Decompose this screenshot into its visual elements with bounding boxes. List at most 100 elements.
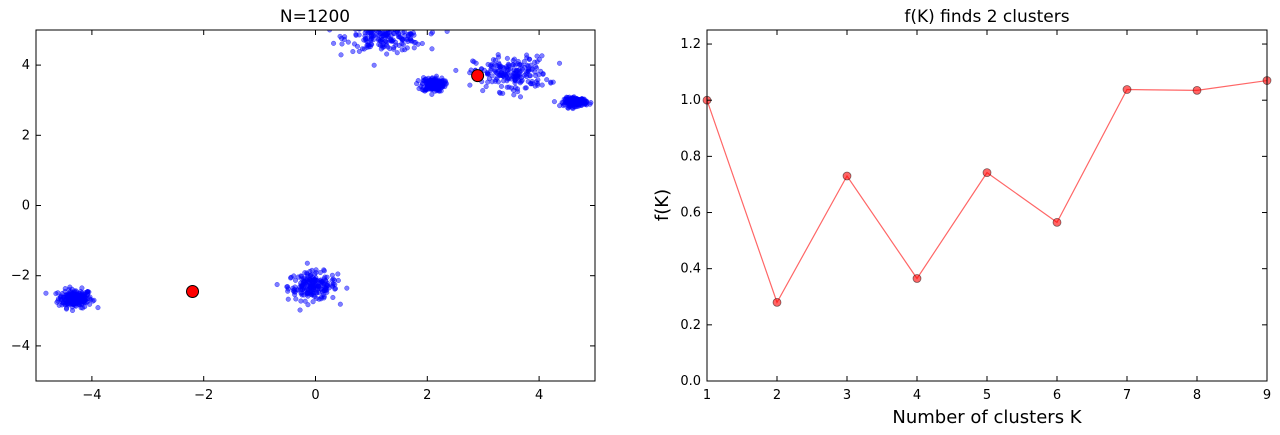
data-point bbox=[556, 60, 563, 66]
data-point bbox=[316, 296, 322, 302]
data-point bbox=[510, 62, 516, 68]
data-point bbox=[423, 86, 429, 93]
data-point bbox=[352, 30, 358, 32]
data-point bbox=[345, 39, 351, 45]
data-point bbox=[400, 41, 406, 48]
data-point bbox=[489, 73, 495, 79]
data-point bbox=[344, 285, 350, 291]
data-point bbox=[425, 79, 431, 86]
data-point bbox=[544, 77, 550, 83]
centroid-marker-2 bbox=[471, 69, 485, 83]
data-point bbox=[419, 40, 425, 47]
data-point bbox=[290, 287, 296, 294]
data-point bbox=[411, 39, 417, 45]
line-ticks: 1 2 3 4 5 6 7 8 9 0.0 0.2 0.4 0.6 0.8 1.0 1.2 bbox=[680, 30, 1271, 403]
data-point bbox=[274, 282, 280, 288]
line-y-axis-label: f(K) bbox=[652, 189, 673, 221]
data-point bbox=[368, 22, 373, 27]
data-point bbox=[380, 23, 385, 28]
y-tick-label: −4 bbox=[11, 339, 30, 354]
data-point bbox=[453, 67, 459, 73]
data-point bbox=[356, 24, 361, 29]
data-point bbox=[510, 57, 516, 64]
data-point bbox=[473, 60, 479, 66]
data-point bbox=[497, 67, 503, 73]
data-point bbox=[354, 43, 361, 49]
data-point bbox=[548, 80, 554, 86]
data-point bbox=[492, 57, 498, 63]
data-point bbox=[304, 291, 310, 297]
data-point bbox=[302, 278, 308, 284]
data-point bbox=[467, 82, 473, 88]
data-point bbox=[298, 290, 304, 296]
data-point bbox=[400, 30, 406, 36]
x-tick-label: 2 bbox=[773, 388, 781, 403]
x-tick-label: −2 bbox=[194, 388, 213, 403]
data-point bbox=[79, 285, 85, 291]
data-point bbox=[521, 59, 527, 65]
f-k-point bbox=[912, 274, 922, 283]
data-point bbox=[395, 18, 400, 23]
data-point bbox=[420, 75, 427, 81]
data-point bbox=[404, 36, 410, 43]
data-point bbox=[532, 83, 538, 89]
x-tick-label: 6 bbox=[1053, 388, 1061, 403]
data-point bbox=[91, 297, 97, 303]
data-point bbox=[376, 41, 382, 47]
data-point bbox=[442, 78, 448, 84]
data-point bbox=[335, 271, 341, 277]
data-point bbox=[483, 84, 489, 90]
data-point bbox=[75, 292, 81, 298]
data-point bbox=[299, 283, 305, 289]
scatter-axes: N=1200 −4 −2 0 2 4 −4 −2 0 2 4 bbox=[11, 7, 596, 403]
data-point bbox=[580, 98, 586, 105]
data-point bbox=[496, 89, 503, 95]
y-tick-label: 1.0 bbox=[680, 93, 701, 108]
data-point bbox=[411, 45, 417, 51]
data-point bbox=[337, 33, 343, 39]
data-point bbox=[329, 272, 335, 278]
data-point bbox=[292, 277, 299, 283]
data-point bbox=[304, 270, 310, 276]
data-point bbox=[361, 37, 367, 43]
data-point bbox=[331, 40, 337, 46]
data-point bbox=[295, 287, 301, 293]
data-point bbox=[536, 56, 542, 63]
cluster-3 bbox=[327, 18, 450, 68]
data-point bbox=[390, 25, 395, 30]
data-point bbox=[393, 42, 399, 48]
data-point bbox=[574, 96, 580, 102]
data-point bbox=[518, 75, 525, 81]
data-point bbox=[350, 49, 356, 55]
data-point bbox=[288, 274, 294, 280]
f-k-line bbox=[706, 79, 1268, 304]
x-tick-label: 2 bbox=[423, 388, 431, 403]
scatter-ticks: −4 −2 0 2 4 −4 −2 0 2 4 bbox=[11, 30, 595, 403]
data-point bbox=[317, 269, 323, 276]
data-point bbox=[532, 59, 538, 65]
x-tick-label: 9 bbox=[1263, 388, 1271, 403]
data-point bbox=[394, 50, 400, 56]
data-point bbox=[352, 25, 357, 30]
data-point bbox=[305, 302, 311, 308]
data-point bbox=[53, 291, 59, 297]
data-point bbox=[399, 47, 405, 53]
line-axes: f(K) finds 2 clusters 1 2 3 4 5 6 7 8 9 0.0 0.2 0.4… bbox=[652, 7, 1272, 428]
data-point bbox=[319, 279, 325, 285]
data-point bbox=[410, 30, 413, 31]
data-point bbox=[384, 32, 390, 39]
data-point bbox=[375, 24, 380, 29]
data-point bbox=[522, 85, 528, 91]
data-point bbox=[304, 260, 310, 266]
cluster-2 bbox=[274, 260, 350, 313]
data-point bbox=[318, 286, 324, 292]
data-point bbox=[297, 307, 303, 313]
data-point bbox=[534, 65, 540, 71]
data-point bbox=[393, 23, 398, 28]
cluster-6 bbox=[551, 94, 594, 112]
data-point bbox=[368, 33, 374, 39]
x-tick-label: 4 bbox=[913, 388, 921, 403]
data-point bbox=[356, 30, 362, 32]
y-tick-label: 0.2 bbox=[680, 318, 701, 333]
